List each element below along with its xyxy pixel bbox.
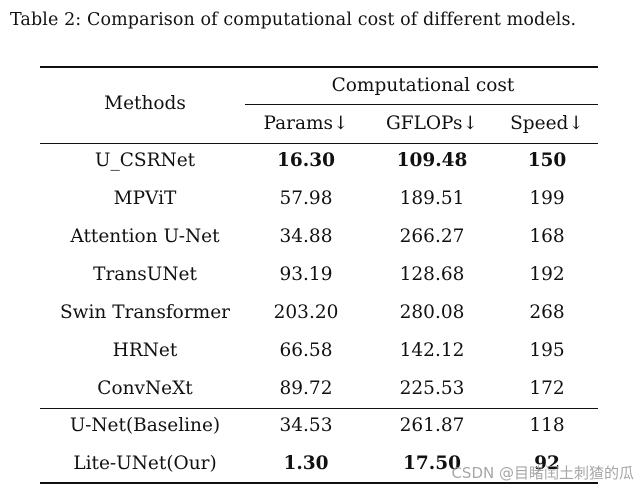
row-lite-unet-method: Lite-UNet(Our) (73, 453, 217, 474)
row-hrnet-params: 66.58 (279, 340, 333, 361)
header-computational-cost: Computational cost (331, 75, 515, 96)
row-swin-transformer-method: Swin Transformer (59, 302, 231, 323)
row-unet-baseline-params: 34.53 (279, 415, 333, 436)
row-swin-transformer-speed: 268 (529, 302, 565, 323)
row-u-csrnet-method: U_CSRNet (94, 150, 196, 171)
csdn-watermark: CSDN @目睹闰土刺猹的瓜 (451, 464, 634, 482)
row-u-csrnet-speed: 150 (527, 150, 567, 171)
header-bottom-rule (40, 143, 598, 144)
row-transunet-params: 93.19 (279, 264, 333, 285)
row-unet-baseline-method: U-Net(Baseline) (69, 415, 221, 436)
row-convnext-method: ConvNeXt (97, 378, 193, 399)
row-attention-unet-params: 34.88 (279, 226, 333, 247)
row-convnext-speed: 172 (529, 378, 565, 399)
header-cmidrule (245, 104, 598, 105)
header-speed: Speed↓ (510, 113, 584, 134)
row-mpvit-gflops: 189.51 (399, 188, 465, 209)
row-u-csrnet-params: 16.30 (277, 150, 335, 171)
row-unet-baseline-speed: 118 (529, 415, 565, 436)
table-caption: Table 2: Comparison of computational cos… (10, 10, 577, 30)
bottom-rule (40, 482, 598, 484)
row-attention-unet-speed: 168 (529, 226, 565, 247)
row-unet-baseline-gflops: 261.87 (399, 415, 465, 436)
row-mpvit-method: MPViT (113, 188, 177, 209)
row-mpvit-params: 57.98 (279, 188, 333, 209)
row-attention-unet-method: Attention U-Net (70, 226, 220, 247)
row-lite-unet-speed: 92 (534, 453, 560, 474)
row-u-csrnet-gflops: 109.48 (396, 150, 468, 171)
row-transunet-method: TransUNet (93, 264, 197, 285)
row-mpvit-speed: 199 (529, 188, 565, 209)
row-transunet-speed: 192 (529, 264, 565, 285)
row-swin-transformer-gflops: 280.08 (399, 302, 465, 323)
row-convnext-params: 89.72 (279, 378, 333, 399)
row-attention-unet-gflops: 266.27 (399, 226, 465, 247)
row-lite-unet-gflops: 17.50 (403, 453, 461, 474)
header-gflops: GFLOPs↓ (385, 113, 479, 134)
row-lite-unet-params: 1.30 (283, 453, 329, 474)
row-hrnet-method: HRNet (112, 340, 178, 361)
row-hrnet-speed: 195 (529, 340, 565, 361)
row-hrnet-gflops: 142.12 (399, 340, 465, 361)
header-params: Params↓ (263, 113, 349, 134)
row-convnext-gflops: 225.53 (399, 378, 465, 399)
row-transunet-gflops: 128.68 (399, 264, 465, 285)
mid-rule (40, 408, 598, 409)
header-methods: Methods (104, 93, 186, 114)
top-rule (40, 66, 598, 68)
row-swin-transformer-params: 203.20 (273, 302, 339, 323)
